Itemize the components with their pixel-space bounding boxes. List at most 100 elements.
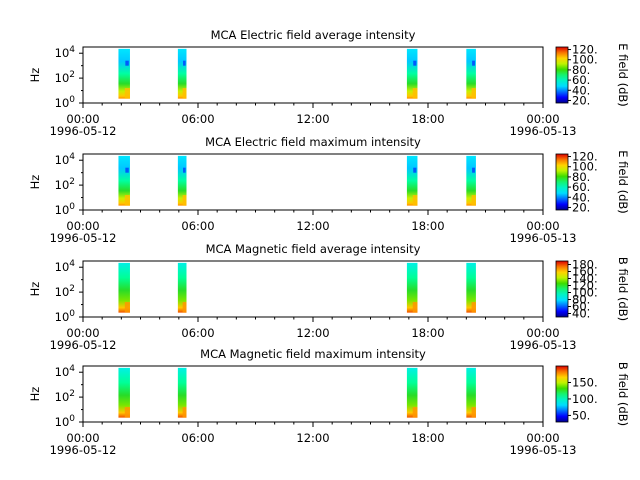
emission-band-2 <box>182 407 187 418</box>
y-axis-label: Hz <box>28 282 42 297</box>
emission-band-4 <box>471 88 476 99</box>
colorbar-tick-label: 80. <box>572 293 590 307</box>
blue-patch-1 <box>125 60 129 66</box>
colorbar-label: B field (dB) <box>616 362 630 426</box>
emission-band-4 <box>471 302 476 313</box>
colorbar <box>555 153 569 211</box>
colorbar-tick-label: 20. <box>572 93 590 107</box>
colorbar-tick-label: 60. <box>572 300 590 314</box>
colorbar-tick-label: 100. <box>572 160 598 174</box>
emission-band-4 <box>471 407 476 418</box>
x-tick-label: 00:00 <box>66 431 99 445</box>
x-start-date: 1996-05-12 <box>50 124 117 138</box>
y-tick-label: 100 <box>55 95 76 110</box>
x-tick-label: 00:00 <box>66 326 99 340</box>
colorbar-tick-label: 60. <box>572 180 590 194</box>
spectrogram-block-2 <box>177 367 187 418</box>
spectrogram-block-1 <box>118 48 130 99</box>
spectrogram-block-3 <box>406 367 418 418</box>
blue-patch-2 <box>183 167 186 173</box>
y-tick-label: 102 <box>55 284 75 299</box>
x-tick-label: 12:00 <box>296 112 329 126</box>
colorbar-tick-label: 120. <box>572 279 598 293</box>
colorbar-tick-label: 160. <box>572 265 598 279</box>
x-tick-label: 00:00 <box>526 219 559 233</box>
spectrogram-block-4 <box>466 367 476 418</box>
emission-band-3 <box>412 302 418 313</box>
emission-band-1 <box>124 195 130 206</box>
emission-band-1 <box>124 88 130 99</box>
panel-3: MCA Magnetic field average intensity 100 1… <box>28 242 630 352</box>
x-tick-label: 00:00 <box>526 326 559 340</box>
x-start-date: 1996-05-12 <box>50 231 117 245</box>
y-tick-label: 102 <box>55 70 75 85</box>
spectrogram-block-2 <box>177 155 187 206</box>
x-tick-label: 06:00 <box>181 326 214 340</box>
x-tick-label: 18:00 <box>411 219 444 233</box>
y-tick-label: 104 <box>55 364 76 379</box>
spectrogram-block-4 <box>466 48 476 99</box>
x-tick-label: 00:00 <box>66 112 99 126</box>
colorbar-tick-label: 100. <box>572 53 598 67</box>
emission-band-1 <box>124 407 130 418</box>
colorbar-tick-label: 40. <box>572 307 590 321</box>
emission-band-3 <box>412 88 418 99</box>
emission-band-2 <box>182 88 187 99</box>
x-tick-label: 06:00 <box>181 431 214 445</box>
emission-band-1 <box>124 302 130 313</box>
y-tick-label: 104 <box>55 259 76 274</box>
colorbar-tick-label: 60. <box>572 73 590 87</box>
emission-band-4 <box>471 195 476 206</box>
y-tick-label: 102 <box>55 177 75 192</box>
colorbar-tick-label: 40. <box>572 190 590 204</box>
x-start-date: 1996-05-12 <box>50 338 117 352</box>
x-tick-label: 06:00 <box>181 112 214 126</box>
colorbar-tick-label: 100. <box>572 286 598 300</box>
x-end-date: 1996-05-13 <box>510 231 577 245</box>
blue-patch-3 <box>413 60 417 66</box>
x-tick-label: 12:00 <box>296 219 329 233</box>
y-tick-label: 100 <box>55 309 76 324</box>
x-end-date: 1996-05-13 <box>510 443 577 457</box>
y-tick-label: 102 <box>55 389 75 404</box>
spectrogram-block-2 <box>177 48 187 99</box>
colorbar-tick-label: 80. <box>572 170 590 184</box>
colorbar-tick-label: 150. <box>572 375 598 389</box>
y-axis-label: Hz <box>28 68 42 83</box>
colorbar-label: B field (dB) <box>616 257 630 321</box>
colorbar-label: E field (dB) <box>616 150 630 214</box>
y-tick-label: 100 <box>55 414 76 429</box>
spectrogram-block-3 <box>406 262 418 313</box>
panel-1: MCA Electric field average intensity 100 1… <box>28 28 630 138</box>
colorbar-tick-label: 120. <box>572 150 598 164</box>
spectrogram-block-3 <box>406 48 418 99</box>
spectrogram-block-4 <box>466 155 476 206</box>
x-tick-label: 18:00 <box>411 112 444 126</box>
x-tick-label: 12:00 <box>296 431 329 445</box>
x-tick-label: 06:00 <box>181 219 214 233</box>
x-tick-label: 18:00 <box>411 431 444 445</box>
x-end-date: 1996-05-13 <box>510 124 577 138</box>
panel-title: MCA Electric field average intensity <box>211 28 416 42</box>
x-tick-label: 00:00 <box>66 219 99 233</box>
panel-title: MCA Magnetic field average intensity <box>206 242 421 256</box>
blue-patch-4 <box>472 60 475 66</box>
emission-band-2 <box>182 302 187 313</box>
y-axis-label: Hz <box>28 387 42 402</box>
emission-band-3 <box>412 407 418 418</box>
x-start-date: 1996-05-12 <box>50 443 117 457</box>
y-tick-label: 104 <box>55 152 76 167</box>
colorbar-tick-label: 180. <box>572 258 598 272</box>
y-axis-label: Hz <box>28 175 42 190</box>
y-tick-label: 104 <box>55 45 76 60</box>
panel-2: MCA Electric field maximum intensity 100 1… <box>28 135 630 245</box>
colorbar <box>555 365 569 423</box>
spectrogram-block-4 <box>466 262 476 313</box>
colorbar <box>555 260 569 318</box>
colorbar-tick-label: 100. <box>572 392 598 406</box>
colorbar-tick-label: 140. <box>572 272 598 286</box>
spectrogram-block-1 <box>118 262 130 313</box>
x-tick-label: 00:00 <box>526 112 559 126</box>
y-tick-label: 100 <box>55 202 76 217</box>
